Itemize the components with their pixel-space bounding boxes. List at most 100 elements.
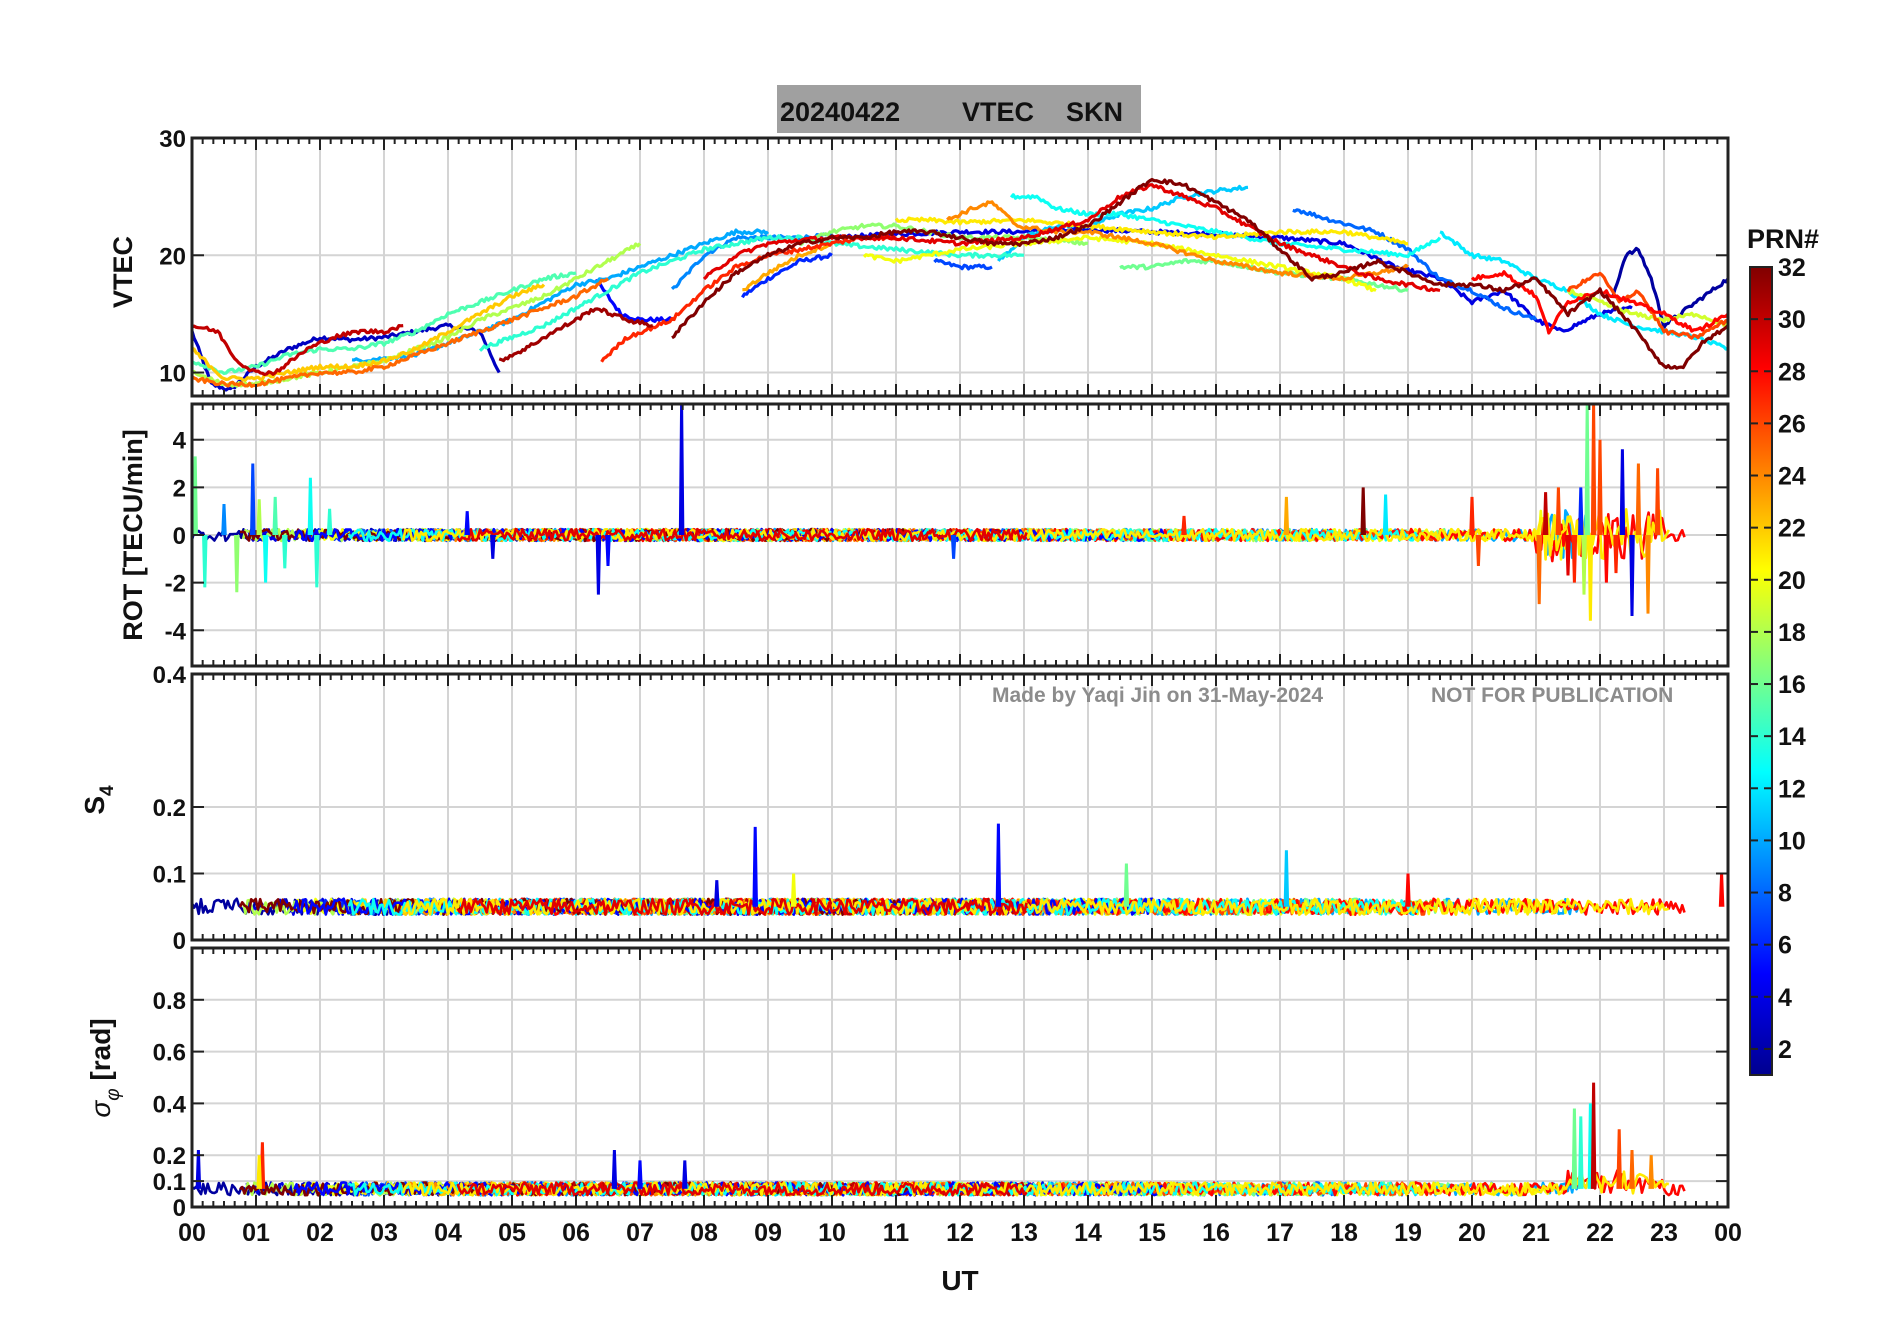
trace-prn-29 — [456, 527, 1028, 543]
spike-prn-28 — [1603, 534, 1610, 583]
spike-prn-14 — [1578, 1116, 1584, 1189]
spike-prn-17 — [234, 534, 240, 593]
spike-prn-26 — [1654, 468, 1661, 536]
spike-prn-27 — [1571, 534, 1578, 583]
spike-prn-14 — [282, 534, 288, 569]
y-tick-label: 0.4 — [153, 1091, 187, 1118]
spike-prn-15 — [272, 496, 278, 536]
spike-prn-16 — [1123, 863, 1130, 907]
x-tick-label: 20 — [1458, 1219, 1486, 1247]
spike-prn-25 — [1536, 534, 1542, 605]
x-tick-label: 23 — [1650, 1219, 1678, 1247]
trace-prn-29 — [456, 897, 1028, 917]
spike-prn-29 — [1565, 534, 1571, 576]
spike-prn-20 — [790, 873, 797, 907]
spike-prn-14 — [326, 508, 333, 536]
spike-prn-25 — [1629, 1149, 1635, 1189]
x-tick-label: 01 — [242, 1219, 270, 1247]
colorbar-tick-label: 2 — [1778, 1036, 1792, 1064]
spike-prn-18 — [1581, 534, 1587, 595]
y-tick-label: -4 — [165, 618, 187, 645]
x-tick-label: 16 — [1202, 1219, 1230, 1247]
spike-prn-4 — [714, 880, 720, 907]
x-tick-label: 07 — [626, 1219, 654, 1247]
spike-prn-27 — [1469, 496, 1475, 536]
y-tick-label: 4 — [173, 428, 187, 455]
x-tick-label: 06 — [562, 1219, 590, 1247]
spike-prn-18 — [256, 499, 262, 536]
x-tick-label: 11 — [883, 1219, 910, 1247]
spike-prn-30 — [1542, 492, 1549, 536]
spike-prn-4 — [195, 1149, 202, 1189]
series-prn-31 — [498, 307, 654, 363]
spike-prn-14 — [202, 534, 208, 588]
colorbar-tick-label: 10 — [1778, 827, 1806, 855]
y-tick-label: 0 — [173, 1195, 186, 1222]
spike-prn-13 — [307, 477, 314, 536]
x-tick-label: 05 — [498, 1219, 526, 1247]
series-prn-7 — [933, 258, 993, 271]
y-tick-label: 20 — [159, 243, 186, 270]
spike-prn-4 — [1619, 449, 1626, 536]
x-tick-label: 04 — [434, 1219, 462, 1247]
rot-axis-label: ROT [TECU/min] — [118, 429, 148, 640]
svg-text:S4: S4 — [79, 785, 118, 815]
spike-prn-26 — [1555, 487, 1562, 536]
colorbar-tick-label: 14 — [1778, 723, 1806, 751]
series-prn-13 — [1009, 193, 1442, 259]
series-prn-5 — [594, 278, 674, 323]
trace-prn-29 — [456, 1181, 1028, 1197]
spike-prn-16 — [192, 456, 198, 536]
x-tick-label: 08 — [690, 1219, 718, 1247]
y-tick-label: 2 — [173, 475, 186, 502]
y-tick-label: 0.2 — [153, 1143, 186, 1170]
x-tick-label: 03 — [370, 1219, 398, 1247]
colorbar-tick-label: 8 — [1778, 880, 1792, 908]
series-prn-19 — [1566, 288, 1728, 327]
spike-prn-26 — [1475, 534, 1482, 567]
spike-prn-16 — [1584, 404, 1590, 536]
sigma-phi-axis-label: σφ [rad] — [85, 1018, 124, 1117]
colorbar-tick-label: 20 — [1778, 567, 1806, 595]
spike-prn-32 — [1360, 487, 1366, 536]
spike-prn-4 — [611, 1149, 618, 1189]
y-tick-label: 0.2 — [153, 795, 186, 822]
x-tick-label: 21 — [1522, 1219, 1550, 1247]
x-tick-label: 18 — [1330, 1219, 1358, 1247]
series-prn-6 — [741, 252, 833, 299]
spike-prn-11 — [1283, 850, 1290, 907]
spike-prn-4 — [678, 404, 685, 536]
colorbar-label: PRN# — [1747, 224, 1819, 254]
title-station: SKN — [1066, 97, 1123, 127]
spike-prn-25 — [1635, 463, 1642, 536]
colorbar-tick-label: 28 — [1778, 358, 1806, 386]
spike-prn-27 — [259, 1142, 266, 1189]
colorbar-tick-label: 22 — [1778, 515, 1806, 543]
colorbar-tick-label: 4 — [1778, 984, 1792, 1012]
spike-prn-7 — [250, 463, 256, 536]
x-tick-label: 12 — [946, 1219, 974, 1247]
colorbar-tick-label: 6 — [1778, 932, 1792, 960]
vtec-axis-label: VTEC — [108, 236, 138, 308]
y-tick-label: 30 — [159, 126, 186, 153]
spike-prn-30 — [1590, 1082, 1597, 1189]
spike-prn-21 — [256, 1155, 262, 1189]
spike-prn-27 — [1181, 515, 1187, 536]
title-quantity: VTEC — [962, 97, 1034, 127]
x-tick-label: 10 — [818, 1219, 846, 1247]
spike-prn-16 — [1571, 1108, 1578, 1189]
y-tick-label: 0.6 — [153, 1040, 186, 1067]
spike-prn-24 — [1648, 1155, 1654, 1189]
spike-prn-26 — [1590, 404, 1597, 536]
x-tick-label: 02 — [306, 1219, 334, 1247]
spike-prn-27 — [1613, 534, 1619, 574]
watermark-notice: NOT FOR PUBLICATION — [1431, 684, 1673, 707]
series-layer — [192, 823, 1725, 917]
spike-prn-28 — [1718, 873, 1725, 907]
spike-prn-9 — [221, 503, 227, 536]
x-tick-label: 13 — [1010, 1219, 1038, 1247]
spike-prn-23 — [1283, 496, 1290, 536]
y-tick-label: 0.8 — [153, 988, 186, 1015]
spike-prn-13 — [262, 534, 269, 583]
